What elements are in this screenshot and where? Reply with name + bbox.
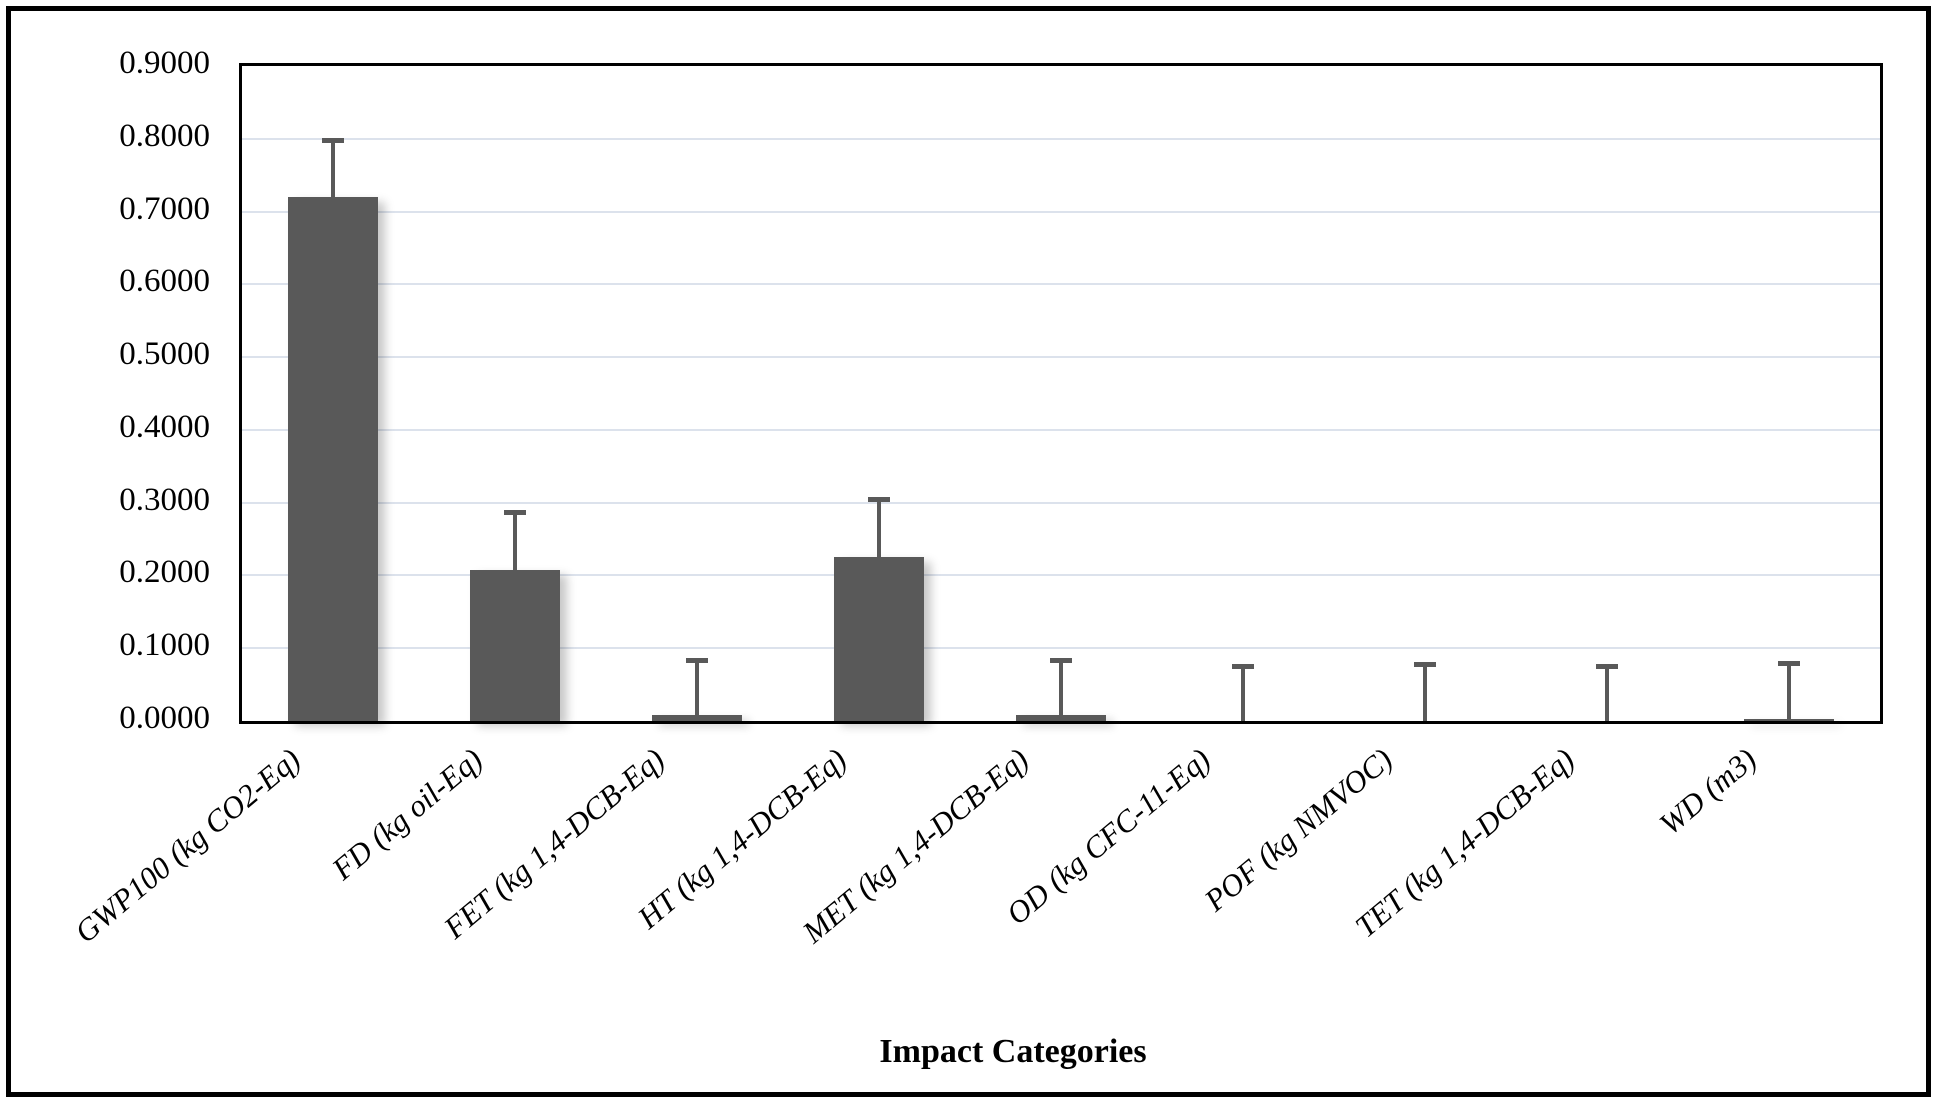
y-tick-label: 0.7000 — [119, 190, 210, 227]
y-tick-label: 0.9000 — [119, 45, 210, 81]
bar — [652, 715, 742, 721]
y-tick-label: 0.3000 — [119, 481, 210, 518]
error-bar-line — [1241, 664, 1245, 721]
bar — [1744, 718, 1834, 721]
gridline — [242, 210, 1880, 213]
gridline — [242, 647, 1880, 650]
gridline — [242, 356, 1880, 359]
error-bar-cap — [1778, 661, 1800, 667]
error-bar-cap — [322, 138, 344, 144]
error-bar-line — [331, 138, 335, 197]
bar — [288, 197, 378, 721]
error-bar-line — [695, 658, 699, 716]
gridline — [242, 283, 1880, 286]
bar — [1016, 715, 1106, 721]
error-bar-cap — [504, 509, 526, 515]
gridline — [242, 501, 1880, 504]
y-tick-label: 0.8000 — [119, 117, 210, 154]
plot-area — [239, 63, 1883, 724]
gridline — [242, 574, 1880, 577]
error-bar-cap — [1232, 664, 1254, 670]
error-bar-line — [1787, 661, 1791, 719]
y-tick-label: 0.1000 — [119, 627, 210, 664]
y-tick-label: 0.4000 — [119, 408, 210, 445]
error-bar-cap — [1414, 662, 1436, 668]
error-bar-cap — [1050, 658, 1072, 664]
error-bar-line — [1059, 658, 1063, 716]
gridline — [242, 428, 1880, 431]
y-tick-label: 0.5000 — [119, 336, 210, 373]
y-tick-label: 0.2000 — [119, 554, 210, 591]
error-bar-line — [877, 496, 881, 558]
y-tick-label: 0.0000 — [119, 700, 210, 736]
x-axis-title: Impact Categories — [879, 1033, 1147, 1070]
error-bar-cap — [1596, 664, 1618, 670]
y-tick-label: 0.6000 — [119, 263, 210, 300]
bar — [834, 557, 924, 721]
error-bar-line — [1423, 662, 1427, 721]
error-bar-cap — [686, 658, 708, 664]
gridline — [242, 137, 1880, 140]
error-bar-cap — [868, 496, 890, 502]
error-bar-line — [1605, 664, 1609, 721]
error-bar-line — [513, 509, 517, 571]
bar — [470, 570, 560, 721]
